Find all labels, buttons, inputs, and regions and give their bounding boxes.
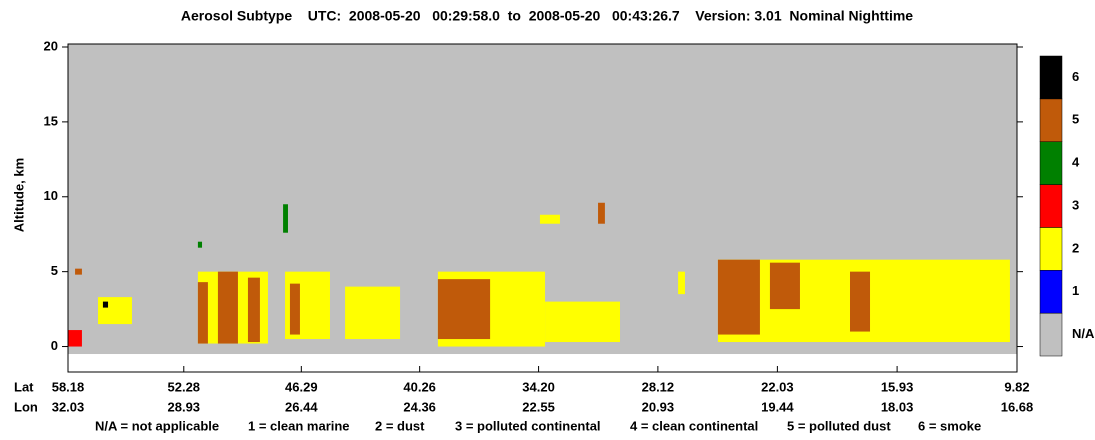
lon-tick-label: 24.36 (403, 399, 436, 414)
x-tick-label: 40.26 (403, 379, 436, 394)
colorbar-swatch (1039, 270, 1063, 314)
colorbar-label: N/A (1072, 326, 1095, 341)
aerosol-region (98, 297, 132, 325)
lon-tick-label: 28.93 (168, 399, 201, 414)
aerosol-region (197, 241, 203, 248)
aerosol-region (437, 279, 491, 340)
aerosol-region (769, 262, 800, 310)
chart-title: Aerosol Subtype UTC: 2008-05-20 00:29:58… (181, 8, 913, 24)
colorbar-swatch (1039, 98, 1063, 142)
y-axis-label: Altitude, km (11, 158, 26, 232)
legend-text: N/A = not applicable (95, 418, 219, 433)
aerosol-region (247, 277, 260, 343)
colorbar-swatch (1039, 184, 1063, 228)
legend-text: 4 = clean continental (630, 418, 758, 433)
colorbar-swatch (1039, 227, 1063, 271)
x-tick-label: 58.18 (52, 379, 85, 394)
legend-text: 2 = dust (375, 418, 425, 433)
lon-tick-label: 19.44 (761, 399, 794, 414)
colorbar-label: 6 (1072, 69, 1079, 84)
aerosol-region (283, 204, 288, 233)
x-tick-label: 9.82 (1004, 379, 1029, 394)
aerosol-region (850, 271, 871, 332)
lon-tick-label: 32.03 (52, 399, 85, 414)
aerosol-region (75, 268, 82, 275)
legend-text: 3 = polluted continental (455, 418, 601, 433)
aerosol-region (717, 259, 760, 335)
aerosol-region (678, 271, 685, 295)
colorbar-label: 5 (1072, 112, 1079, 127)
y-tick-label: 0 (51, 338, 58, 353)
aerosol-region (68, 330, 82, 347)
colorbar-label: 4 (1072, 155, 1080, 170)
lon-tick-label: 26.44 (285, 399, 318, 414)
lon-tick-label: 16.68 (1001, 399, 1034, 414)
colorbar-swatch (1039, 55, 1063, 100)
x-tick-label: 46.29 (285, 379, 318, 394)
lon-tick-label: 20.93 (642, 399, 675, 414)
colorbar-swatch (1039, 141, 1063, 185)
x-row-label: Lon (14, 399, 38, 414)
lon-tick-label: 22.55 (522, 399, 555, 414)
legend-text: 6 = smoke (918, 418, 981, 433)
x-tick-label: 52.28 (168, 379, 201, 394)
x-tick-label: 15.93 (881, 379, 914, 394)
aerosol-region (345, 286, 401, 340)
colorbar-label: 1 (1072, 283, 1079, 298)
colorbar-label: 2 (1072, 240, 1079, 255)
lon-tick-label: 18.03 (881, 399, 914, 414)
colorbar-swatch (1039, 312, 1063, 357)
aerosol-region (197, 282, 208, 344)
x-row-label: Lat (14, 379, 34, 394)
aerosol-region (289, 283, 300, 335)
aerosol-region (539, 214, 560, 224)
legend-text: 5 = polluted dust (787, 418, 891, 433)
x-tick-label: 34.20 (522, 379, 555, 394)
x-tick-label: 22.03 (761, 379, 794, 394)
y-tick-label: 20 (44, 38, 58, 53)
x-tick-label: 28.12 (642, 379, 675, 394)
y-tick-label: 5 (51, 263, 58, 278)
aerosol-region (598, 202, 605, 224)
plot-frame (67, 43, 1018, 373)
legend-text: 1 = clean marine (248, 418, 350, 433)
y-tick-label: 10 (44, 188, 58, 203)
aerosol-region (102, 301, 109, 308)
aerosol-region (545, 301, 621, 343)
y-tick-label: 15 (44, 113, 58, 128)
aerosol-region (217, 271, 238, 344)
colorbar-label: 3 (1072, 197, 1079, 212)
